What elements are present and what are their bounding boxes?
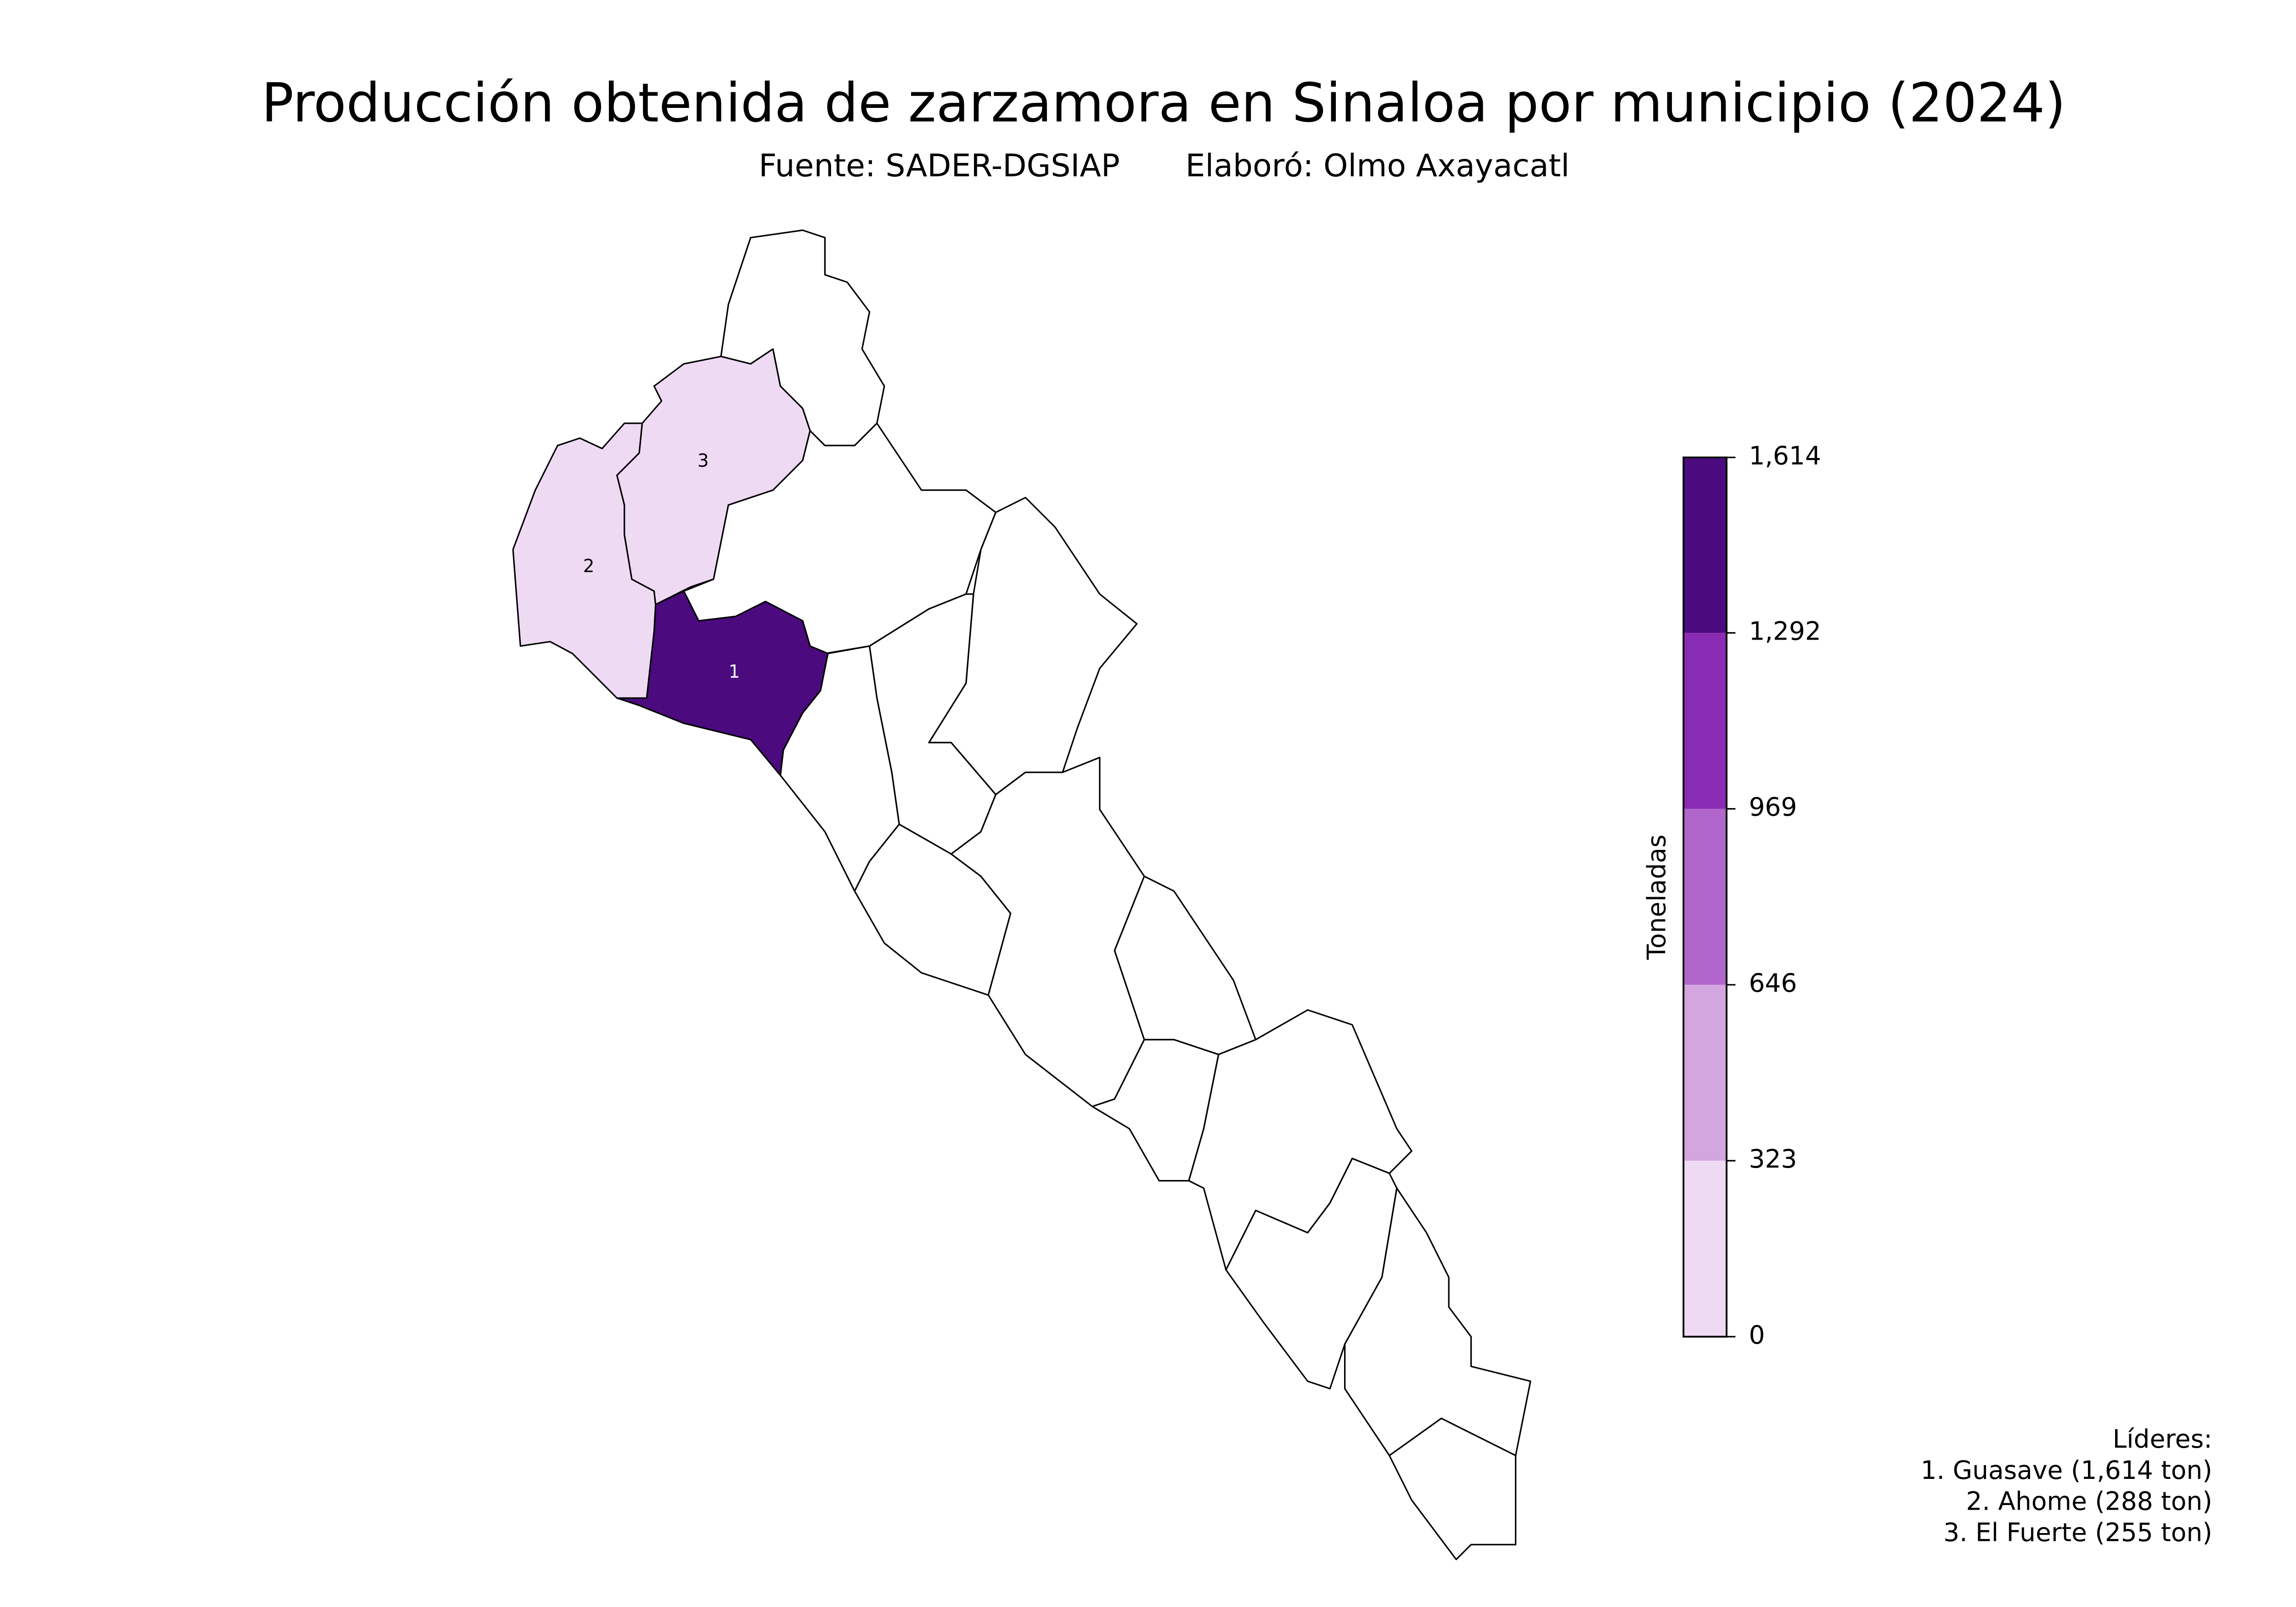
leaders-title: Líderes: bbox=[2113, 1424, 2212, 1454]
colorbar-frame bbox=[1683, 456, 1728, 1338]
colorbar-tick-label: 323 bbox=[1749, 1144, 1797, 1174]
author: Elaboró: Olmo Axayacatl bbox=[1185, 148, 1570, 184]
source: Fuente: SADER-DGSIAP bbox=[759, 148, 1120, 184]
municipality-highlight bbox=[616, 348, 811, 606]
colorbar-bin bbox=[1683, 984, 1727, 1161]
leader-entry: 2. Ahome (288 ton) bbox=[1966, 1487, 2212, 1516]
colorbar-label: Toneladas bbox=[1642, 834, 1671, 960]
colorbar: 0 323 646 969 1,292 1,614 bbox=[1683, 441, 1821, 1349]
region-rank-label: 1 bbox=[729, 662, 740, 682]
municipality bbox=[1344, 1187, 1531, 1456]
region-rank-label: 2 bbox=[583, 556, 595, 577]
map: 1 2 3 bbox=[512, 229, 1531, 1561]
colorbar-bin bbox=[1683, 809, 1727, 985]
colorbar-tick-label: 1,614 bbox=[1749, 441, 1821, 470]
colorbar-tick-label: 969 bbox=[1749, 792, 1797, 822]
colorbar-bin bbox=[1683, 1161, 1727, 1337]
colorbar-bin bbox=[1683, 633, 1727, 809]
municipality bbox=[1389, 1417, 1517, 1561]
leader-entry: 1. Guasave (1,614 ton) bbox=[1921, 1455, 2212, 1485]
region-rank-label: 3 bbox=[698, 451, 709, 472]
title: Producción obtenida de zarzamora en Sina… bbox=[261, 73, 2065, 135]
leaders: Líderes: 1. Guasave (1,614 ton)2. Ahome … bbox=[1921, 1424, 2212, 1547]
colorbar-tick-label: 646 bbox=[1749, 968, 1797, 998]
leader-entry: 3. El Fuerte (255 ton) bbox=[1943, 1518, 2212, 1547]
colorbar-tick-label: 1,292 bbox=[1749, 616, 1821, 646]
colorbar-tick-label: 0 bbox=[1749, 1320, 1765, 1349]
municipality bbox=[1092, 1039, 1220, 1182]
colorbar-bin bbox=[1683, 457, 1727, 633]
